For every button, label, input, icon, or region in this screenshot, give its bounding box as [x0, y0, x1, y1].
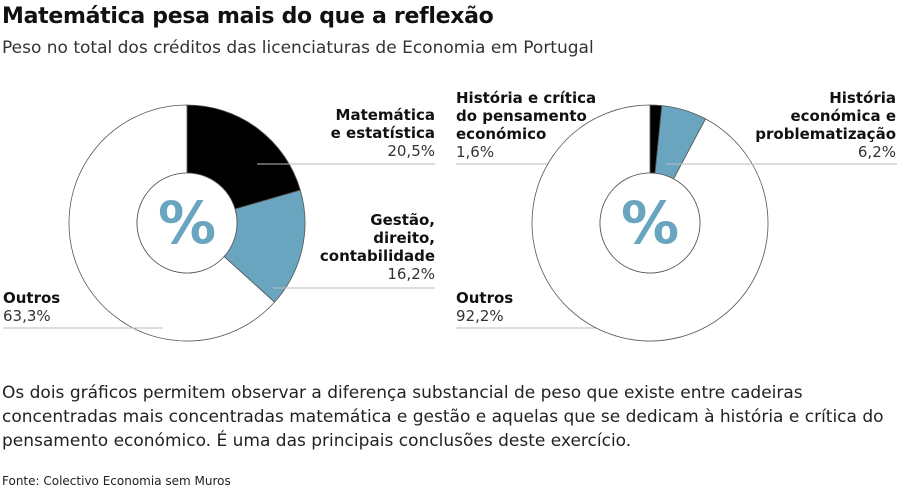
label-historia-critica: História e crítica do pensamento económico… — [456, 89, 597, 161]
label-gestao: Gestão, direito, contabilidade 16,2% — [319, 211, 435, 283]
chart-subtitle: Peso no total dos créditos das licenciat… — [2, 38, 594, 58]
label-outros-left: Outros 63,3% — [3, 289, 61, 325]
description-text: Os dois gráficos permitem observar a dif… — [2, 383, 884, 451]
percent-icon: % — [621, 189, 679, 257]
donut-charts: %% — [3, 104, 897, 342]
source-note: Fonte: Colectivo Economia sem Muros — [2, 474, 231, 488]
percent-icon: % — [158, 189, 216, 257]
donut-hole — [599, 172, 701, 274]
label-matematica: Matemática e estatística 20,5% — [330, 106, 435, 160]
donut-hole — [136, 172, 238, 274]
chart-title: Matemática pesa mais do que a reflexão — [2, 4, 494, 29]
label-historia-economica: História económica e problematização 6,2% — [755, 89, 896, 161]
label-outros-right: Outros 92,2% — [456, 289, 514, 325]
